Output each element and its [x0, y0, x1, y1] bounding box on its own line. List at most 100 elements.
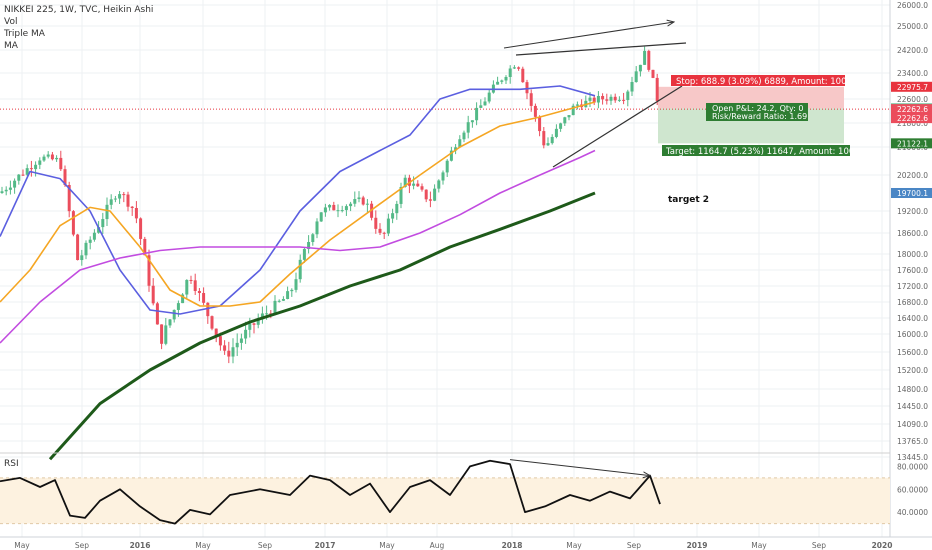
candle-body	[344, 206, 348, 211]
time-tick-label: Sep	[258, 541, 272, 550]
candle-body	[265, 313, 269, 315]
candle-body	[655, 77, 659, 102]
candle-body	[458, 139, 462, 148]
candle-body	[466, 122, 470, 133]
candle-body	[76, 234, 80, 261]
stop-label: Stop: 688.9 (3.09%) 6889, Amount: 1000	[676, 77, 852, 87]
candle-body	[277, 300, 281, 302]
moving-average-line	[0, 149, 596, 344]
candle-body	[143, 238, 147, 256]
time-tick-label: 2018	[502, 541, 523, 550]
candle-body	[210, 316, 214, 329]
price-tick-label: 23400.0	[897, 69, 928, 78]
stop-zone[interactable]	[658, 86, 844, 109]
candle-body	[504, 76, 508, 81]
candle-body	[185, 279, 189, 295]
target-label: Target: 1164.7 (5.23%) 11647, Amount: 10…	[665, 147, 860, 157]
candle-body	[88, 239, 92, 243]
time-tick-label: May	[566, 541, 582, 550]
candle-body	[588, 97, 592, 101]
candle-body	[605, 99, 609, 101]
candle-body	[500, 80, 504, 82]
price-tick-label: 14800.0	[897, 385, 928, 394]
rsi-title: RSI	[4, 459, 19, 469]
upper-trendline[interactable]	[515, 42, 687, 56]
candle-body	[445, 160, 449, 173]
candle-body	[647, 50, 651, 70]
price-tick-label: 25000.0	[897, 22, 928, 31]
candle-body	[428, 199, 432, 201]
candle-body	[227, 350, 231, 357]
candle-body	[176, 303, 180, 310]
trendlines[interactable]	[503, 22, 687, 168]
price-tick-label: 15600.0	[897, 348, 928, 357]
candle-body	[235, 342, 239, 348]
candle-body	[239, 338, 243, 343]
candle-body	[118, 194, 122, 199]
open-pnl-label: Open P&L: 24.2, Qty: 0	[712, 104, 803, 113]
price-tick-label: 16800.0	[897, 298, 928, 307]
projection-arrow[interactable]	[503, 22, 674, 49]
indicator-ma[interactable]: MA	[4, 41, 19, 51]
price-tick-label: 15200.0	[897, 366, 928, 375]
price-badge	[891, 81, 932, 92]
pnl-box	[706, 103, 808, 121]
candle-body	[340, 210, 344, 212]
candle-body	[21, 174, 25, 176]
candle-body	[168, 319, 172, 326]
candle-body	[193, 280, 197, 291]
time-tick-label: 2017	[315, 541, 336, 550]
time-tick-label: 2016	[130, 541, 151, 550]
candle-body	[260, 313, 264, 320]
candle-body	[529, 93, 533, 106]
candle-body	[613, 96, 617, 101]
candle-body	[521, 68, 525, 83]
price-badge-text: 19700.1	[897, 189, 928, 198]
candle-body	[109, 199, 113, 205]
indicator-triple-ma[interactable]: Triple MA	[3, 29, 46, 39]
candle-body	[483, 101, 487, 106]
lower-trendline[interactable]	[552, 85, 683, 168]
candle-body	[374, 217, 378, 229]
candle-body	[546, 143, 550, 146]
price-tick-label: 14450.0	[897, 402, 928, 411]
moving-averages	[0, 85, 596, 461]
candle-body	[332, 204, 336, 211]
candle-body	[382, 232, 386, 234]
price-tick-label: 20200.0	[897, 171, 928, 180]
candle-body	[315, 221, 319, 235]
price-tick-label: 14090.0	[897, 420, 928, 429]
candle-body	[357, 197, 361, 200]
indicator-vol[interactable]: Vol	[4, 17, 17, 27]
time-tick-label: Sep	[75, 541, 89, 550]
price-badge-text: 22975.7	[897, 83, 928, 92]
time-tick-label: Aug	[430, 541, 445, 550]
stop-label-bg	[671, 75, 845, 86]
moving-average-line	[0, 85, 596, 315]
candle-body	[290, 289, 294, 292]
time-axis[interactable]: May Sep 2016 May Sep 2017 May Aug 2018 May Sep 2019…	[0, 536, 932, 550]
candle-body	[533, 105, 537, 117]
candle-body	[164, 325, 168, 344]
candle-body	[38, 160, 42, 165]
candle-body	[214, 328, 218, 337]
candle-body	[542, 131, 546, 146]
rsi-divergence-arrow[interactable]	[509, 459, 650, 476]
candle-body	[155, 303, 159, 325]
price-badge-text: 21122.1	[897, 139, 928, 148]
candle-body	[172, 309, 176, 320]
candle-body	[592, 97, 596, 103]
candle-body	[634, 71, 638, 83]
price-tick-label: 22600.0	[897, 95, 928, 104]
moving-average-line	[0, 101, 596, 307]
candle-body	[71, 211, 75, 235]
candle-body	[244, 329, 248, 339]
candle-body	[449, 150, 453, 161]
rsi-tick-label: 40.0000	[897, 508, 928, 517]
price-axis[interactable]: 26000.0 25000.0 24200.0 23400.0 22600.0 21800…	[889, 0, 928, 537]
candle-body	[294, 279, 298, 290]
candle-body	[508, 68, 512, 77]
candle-body	[130, 206, 134, 208]
price-tick-label: 19200.0	[897, 207, 928, 216]
